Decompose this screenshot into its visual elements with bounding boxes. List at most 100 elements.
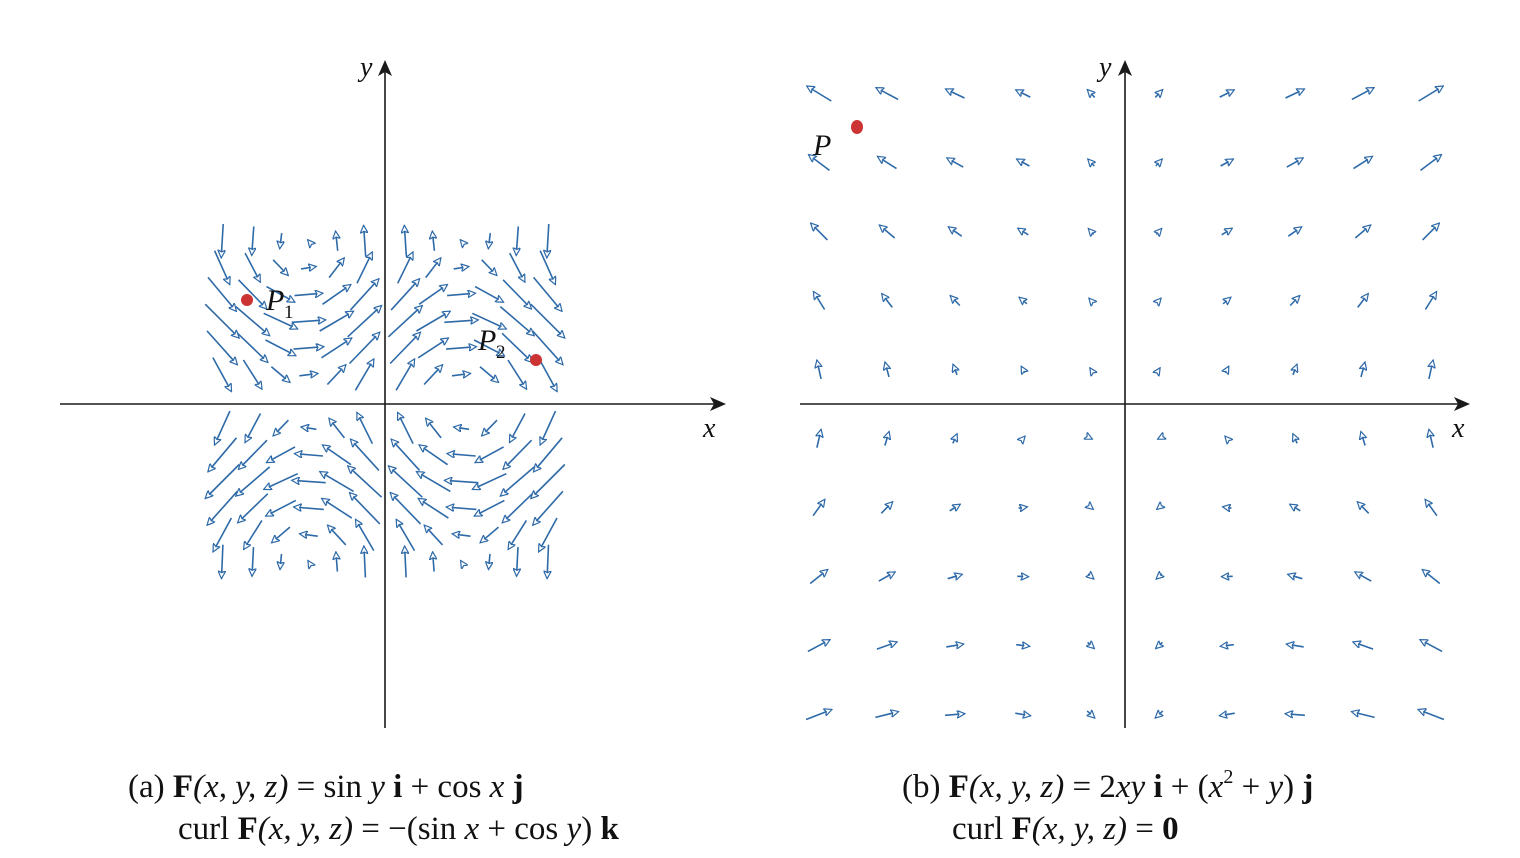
field-a-arrow (479, 366, 499, 383)
field-b-arrow (1286, 644, 1304, 647)
field-a-arrow (507, 359, 527, 389)
field-a-arrow (356, 252, 374, 284)
caption-b-F: F (948, 769, 969, 805)
field-b-arrow (1015, 713, 1030, 716)
field-a-arrow (322, 285, 351, 305)
field-a-arrow (532, 330, 563, 365)
field-a-arrow (238, 439, 268, 469)
panel-b-arrows (806, 86, 1444, 721)
field-a-arrow (328, 258, 344, 279)
caption-a-F: F (172, 769, 194, 805)
field-a-arrow (453, 267, 469, 269)
field-b-arrow (1355, 571, 1372, 582)
field-a-arrow (405, 546, 407, 578)
field-b-arrow (1221, 228, 1233, 235)
field-a-arrow (532, 276, 562, 311)
field-a-arrow (474, 285, 503, 303)
caption-a-eq: = sin (288, 769, 371, 805)
field-b-arrow (1158, 368, 1160, 371)
field-a-arrow (488, 232, 490, 249)
field-b-arrow (1285, 714, 1305, 716)
field-b-arrow (1361, 432, 1365, 446)
field-a-arrow (212, 517, 233, 552)
point-p-label: P (812, 129, 831, 162)
field-a-arrow (539, 250, 555, 285)
panel-a-arrows (204, 223, 565, 579)
field-b-arrow (1429, 429, 1433, 448)
field-a-arrow (208, 437, 238, 472)
field-b-arrow (878, 571, 895, 582)
field-a-arrow (461, 561, 463, 563)
field-b-arrow (1088, 229, 1093, 235)
field-b-arrow (1289, 296, 1300, 307)
field-a-arrow (308, 240, 310, 242)
field-b-arrow (1089, 298, 1093, 303)
field-b-arrow (1090, 438, 1093, 440)
field-a-arrow (433, 552, 435, 572)
field-b-arrow (1019, 297, 1027, 304)
field-b-arrow (1087, 711, 1095, 718)
field-a-arrow (395, 359, 416, 391)
caption-b-curl-zero: 0 (1162, 811, 1179, 847)
field-a-arrow (508, 519, 528, 549)
field-a-arrow (451, 373, 471, 375)
field-b-arrow (882, 294, 893, 308)
field-a-arrow (280, 232, 282, 249)
field-a-arrow (480, 526, 500, 543)
field-a-arrow (244, 519, 263, 549)
field-b-arrow (811, 223, 828, 241)
caption-b-plus: + ( (1162, 769, 1209, 805)
field-a-arrow (326, 365, 346, 386)
point-p1-subscript: 1 (284, 302, 294, 323)
field-b-arrow (1354, 225, 1370, 239)
field-a-arrow (473, 339, 504, 357)
caption-b-line2: curl F(x, y, z) = 0 (952, 810, 1179, 848)
field-a-arrow (294, 293, 323, 295)
panel-b-vector-field: x y P (800, 52, 1470, 728)
field-b-arrow (1357, 502, 1370, 514)
field-a-arrow (390, 279, 420, 311)
caption-b-plusy: + (1233, 769, 1269, 805)
field-b-arrow (875, 712, 898, 719)
field-b-arrow (1424, 292, 1436, 310)
field-b-arrow (1088, 642, 1095, 648)
field-a-arrow (508, 252, 526, 282)
caption-b-exp: 2 (1223, 766, 1234, 788)
field-b-arrow (1156, 574, 1162, 579)
field-a-arrow (418, 285, 447, 305)
field-a-arrow (205, 463, 240, 499)
field-b-arrow (1293, 364, 1297, 376)
field-b-arrow (1157, 506, 1162, 510)
field-a-arrow (530, 303, 565, 338)
field-a-arrow (244, 413, 262, 443)
field-b-arrow (1017, 158, 1030, 167)
field-a-arrow (336, 231, 338, 251)
field-b-arrow (1016, 89, 1031, 98)
field-b-arrow (1090, 368, 1092, 371)
field-b-arrow (1016, 645, 1030, 647)
field-a-arrow (395, 519, 416, 552)
field-b-arrow (948, 227, 963, 237)
field-a-arrow (204, 303, 239, 338)
field-a-arrow (537, 517, 558, 552)
field-b-arrow (878, 156, 897, 170)
caption-a-curl-args: (x, y, z) (257, 811, 354, 847)
field-a-arrow (472, 472, 507, 490)
field-a-arrow (294, 507, 324, 509)
field-b-arrow (1425, 499, 1438, 517)
field-b-arrow (947, 157, 964, 168)
field-b-arrow (1290, 504, 1301, 511)
field-a-arrow (502, 279, 531, 309)
field-a-arrow (404, 225, 406, 257)
field-a-arrow (447, 293, 475, 295)
field-a-arrow (222, 544, 223, 579)
field-a-arrow (299, 373, 318, 375)
field-b-arrow (1429, 360, 1433, 380)
field-b-arrow (946, 89, 965, 99)
field-a-arrow (300, 267, 316, 269)
field-b-arrow (1225, 366, 1230, 373)
caption-a-args-text: (x, y, z) (193, 769, 289, 805)
field-a-arrow (354, 519, 375, 552)
field-a-arrow (319, 310, 354, 332)
panel-b-y-label: y (1096, 52, 1112, 83)
